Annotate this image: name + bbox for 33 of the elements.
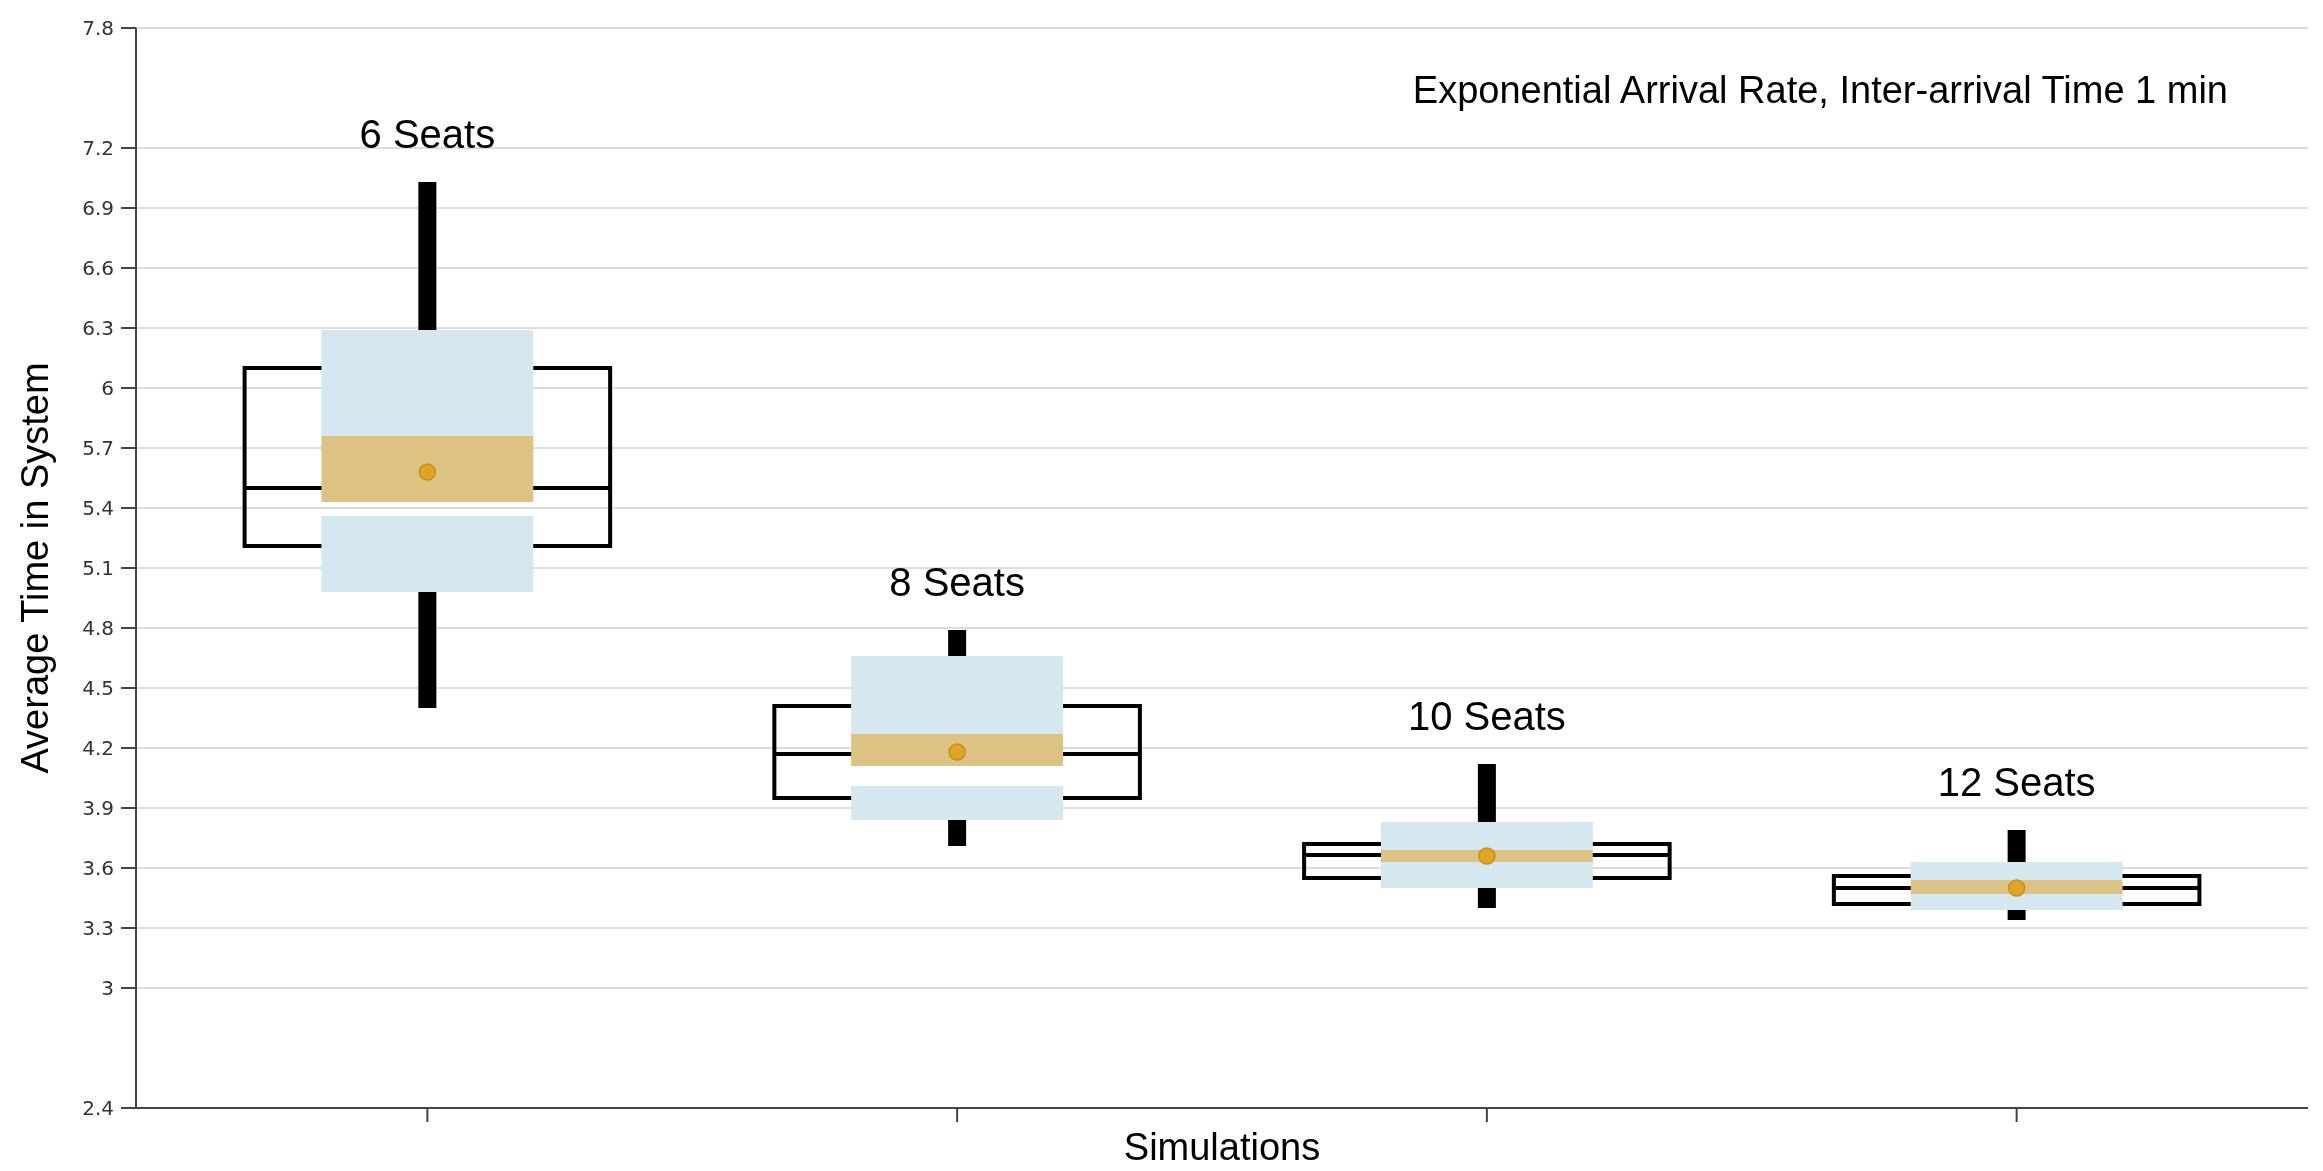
y-axis-title: Average Time in System	[14, 362, 56, 774]
bar	[321, 516, 534, 592]
y-tick-label: 4.2	[82, 736, 114, 760]
y-tick-label: 4.8	[82, 616, 114, 640]
bar	[1910, 862, 2123, 880]
y-tick-label: 5.1	[82, 556, 114, 580]
bar	[1910, 894, 2123, 910]
y-tick-label: 3.9	[82, 796, 114, 820]
y-tick-label: 6	[101, 376, 114, 400]
point	[948, 743, 966, 761]
x-tick-label: 12 Seats	[1937, 760, 2096, 804]
x-tick-label: 8 Seats	[889, 560, 1025, 604]
y-tick-label: 3.6	[82, 856, 114, 880]
y-tick-label: 6.6	[82, 256, 114, 280]
point	[2007, 879, 2026, 897]
y-tick-label: 3	[101, 976, 114, 1000]
y-tick-label: 5.4	[82, 496, 114, 520]
y-tick-label: 2.4	[82, 1096, 114, 1120]
y-tick-label: 5.7	[82, 436, 114, 460]
text: Exponential Arrival Rate, Inter-arrival Time 1 min	[1412, 69, 2228, 111]
y-tick-label: 4.5	[82, 676, 114, 700]
y-tick-label: 6.9	[82, 196, 114, 220]
bar	[851, 786, 1064, 820]
y-tick-label: 7.8	[82, 16, 114, 40]
x-axis-title: Simulations	[1123, 1126, 1321, 1168]
point	[418, 463, 437, 481]
x-tick-label: 10 Seats	[1407, 694, 1566, 738]
x-tick-label: 6 Seats	[359, 112, 496, 156]
y-tick-label: 6.3	[82, 316, 114, 340]
point	[1478, 847, 1496, 865]
bar	[321, 330, 534, 436]
y-tick-label: 7.2	[82, 136, 114, 160]
y-tick-label: 3.3	[82, 916, 114, 940]
